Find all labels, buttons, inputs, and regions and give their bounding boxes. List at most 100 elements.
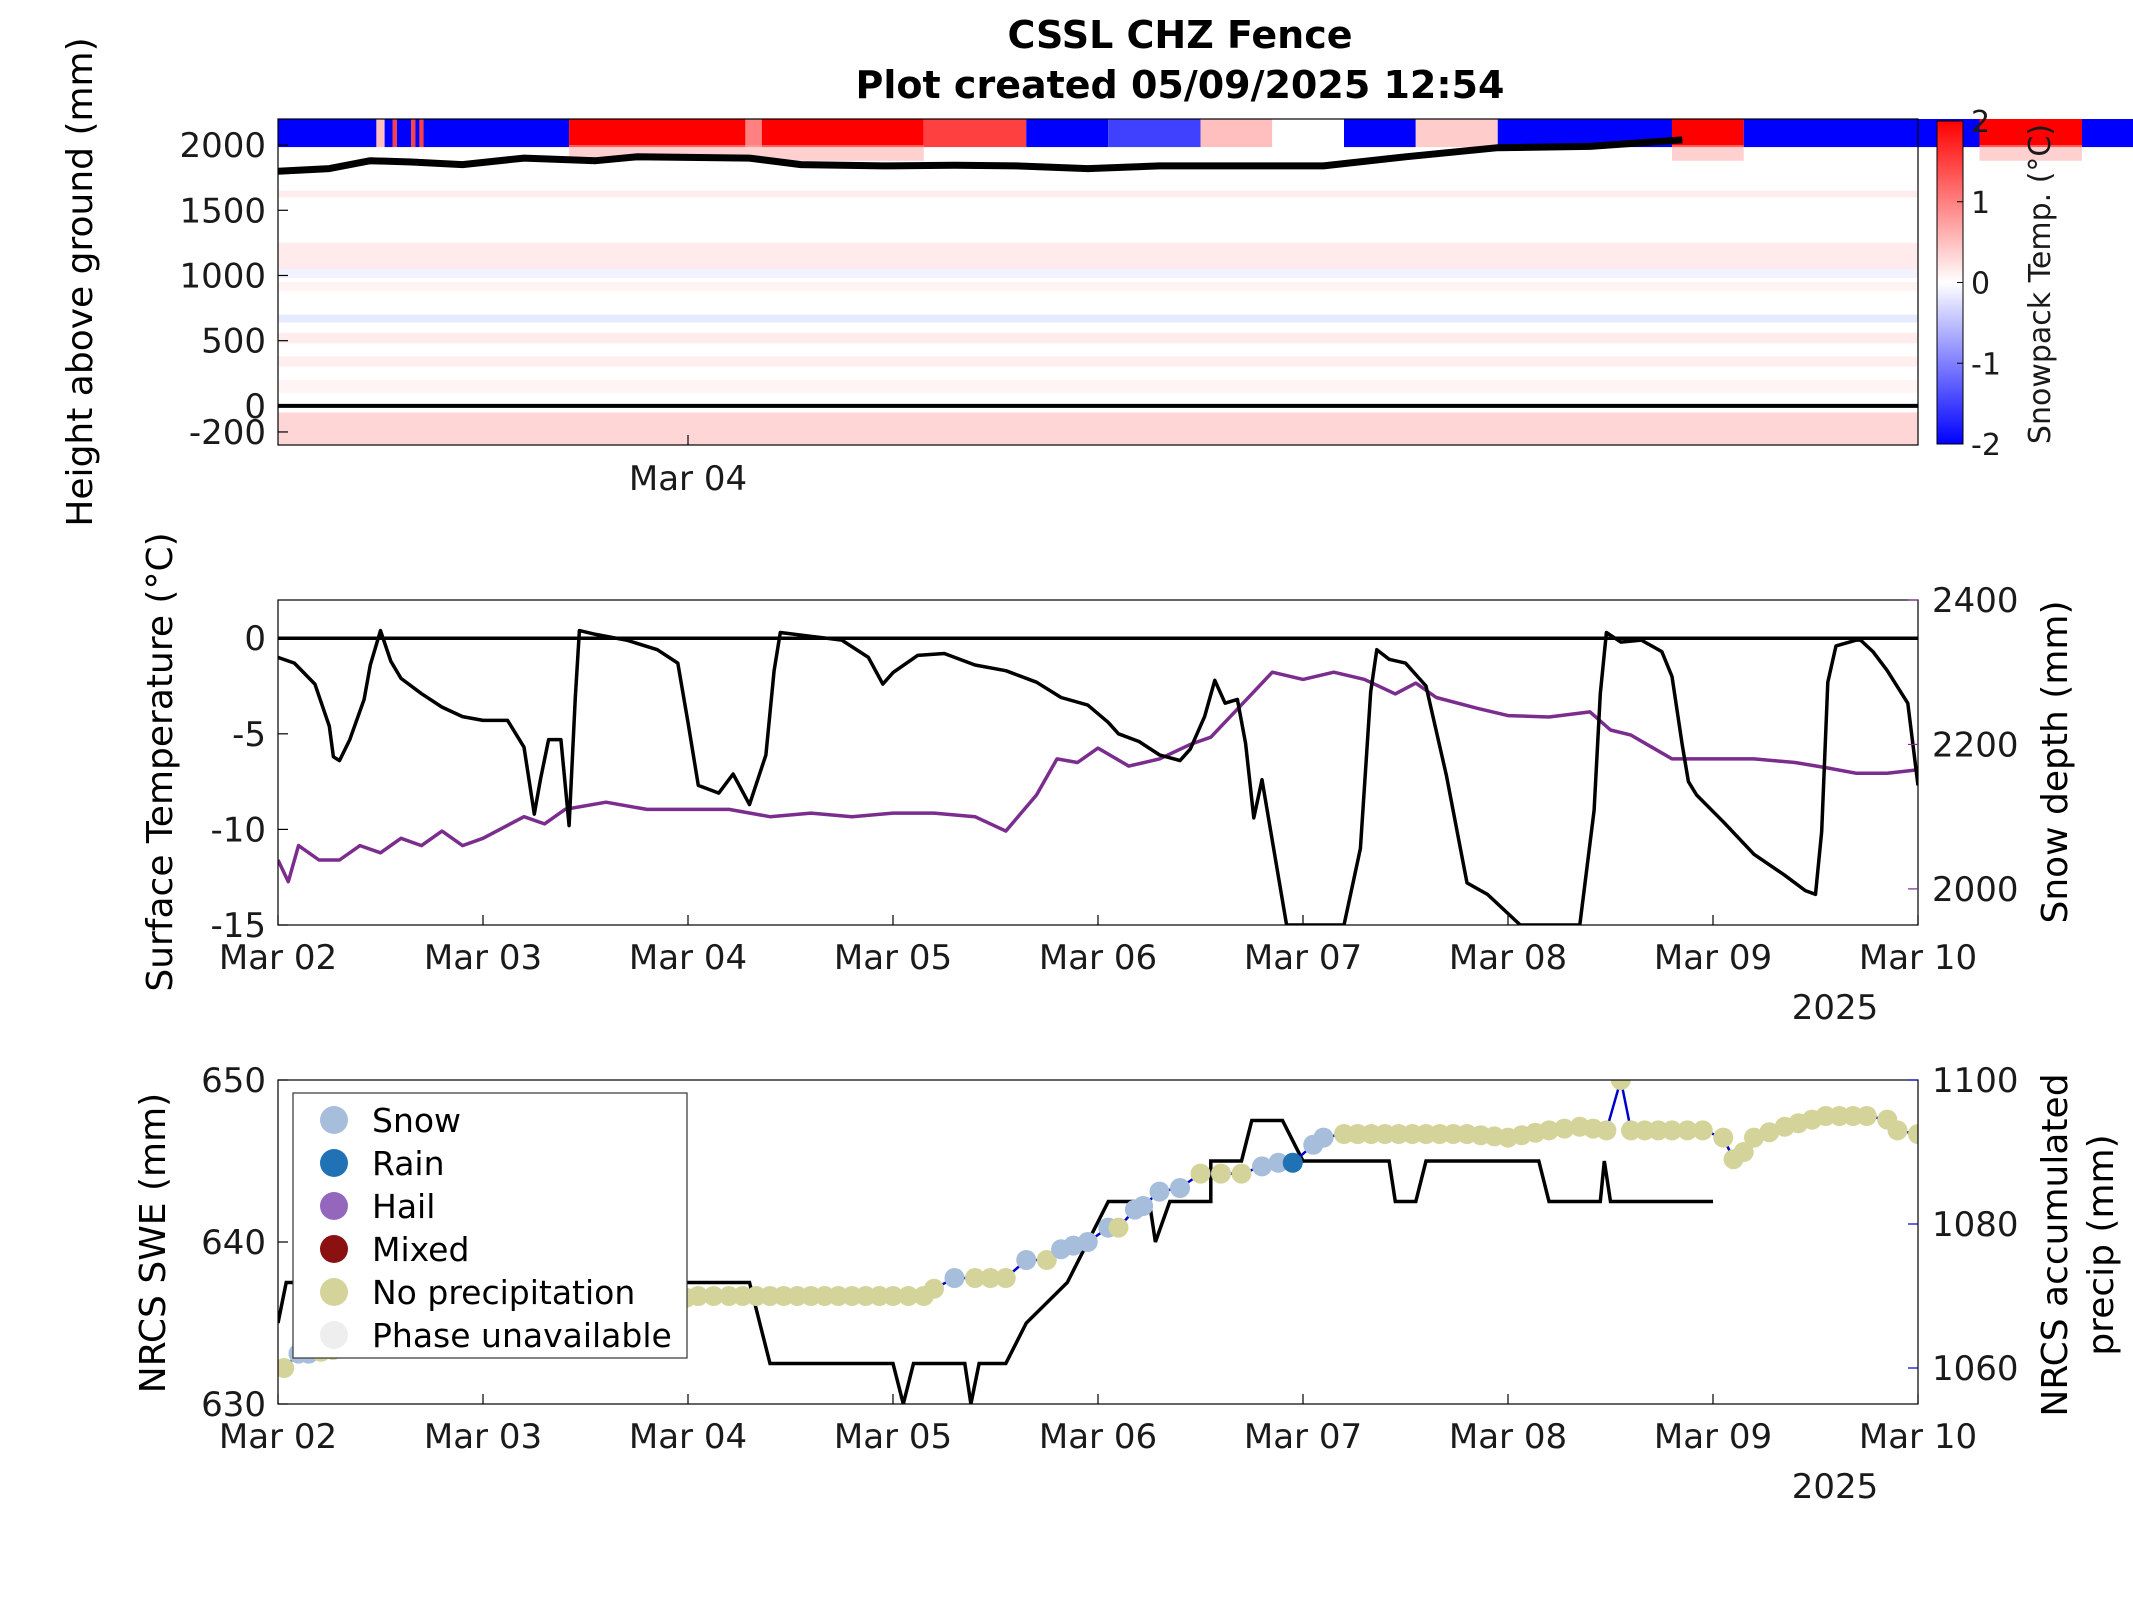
panel2-y2tick-label: 2200 <box>1932 725 2019 765</box>
heatmap-layer <box>278 282 1918 292</box>
heatmap-layer <box>278 268 1918 279</box>
precip-point <box>1252 1156 1272 1177</box>
heatmap-layer <box>278 412 1918 445</box>
legend-label: Rain <box>372 1144 445 1183</box>
precip-point <box>1692 1120 1713 1141</box>
precip-point <box>1313 1127 1334 1148</box>
panel2-ylabel: Surface Temperature (°C) <box>140 532 181 991</box>
precip-point <box>1744 1127 1764 1148</box>
swe-line <box>278 1118 1713 1404</box>
legend-label: Phase unavailable <box>372 1316 672 1355</box>
precip-point <box>719 1286 739 1306</box>
heatmap-top-band-cell <box>411 119 416 148</box>
precip-point <box>814 1286 835 1306</box>
precip-point <box>855 1286 876 1306</box>
legend-marker <box>320 1149 348 1177</box>
panel2-xtick-label: Mar 05 <box>834 938 952 978</box>
precip-point <box>1388 1124 1409 1144</box>
precip-point <box>703 1286 724 1306</box>
heatmap-layer <box>278 332 1918 344</box>
precip-point <box>1016 1250 1037 1270</box>
precip-point <box>746 1286 767 1306</box>
legend-marker <box>320 1106 348 1134</box>
legend-label: Snow <box>372 1101 461 1140</box>
precip-point <box>1361 1124 1382 1144</box>
temperature-depth-panel: 0 -5 -10 -15 2400 2200 2000 Mar 02 Mar 03 Mar 04 M… <box>140 532 2076 1028</box>
heatmap-top-band-cell <box>1108 119 1201 148</box>
precip-point <box>760 1286 780 1306</box>
precip-point <box>1610 1080 1631 1090</box>
heatmap-top-band-cell <box>2082 119 2133 148</box>
heatmap-layer <box>278 356 1918 367</box>
heatmap-top-band-cell <box>278 119 377 148</box>
panel2-xtick-label: Mar 10 <box>1859 938 1977 978</box>
heatmap-top-band-cell <box>392 119 397 148</box>
heatmap-top-band-cell <box>1200 119 1273 148</box>
panel2-ytick-label: -15 <box>210 906 266 946</box>
panel3-xtick-label: Mar 02 <box>219 1417 337 1457</box>
precip-point <box>1133 1196 1154 1216</box>
figure-title-line1: CSSL CHZ Fence <box>1007 13 1352 57</box>
colorbar-tick-label: -2 <box>1971 428 2001 463</box>
panel2-xtick-label: Mar 06 <box>1039 938 1157 978</box>
precip-point <box>787 1286 808 1306</box>
panel3-xtick-label: Mar 07 <box>1244 1417 1362 1457</box>
heatmap-frame <box>277 118 1919 446</box>
heatmap-top-band-cell <box>1672 119 1744 148</box>
heatmap-layer <box>278 242 1918 269</box>
precip-point <box>828 1286 849 1306</box>
heatmap-top-band-cell <box>1272 119 1344 148</box>
legend-box <box>292 1092 688 1359</box>
precip-point <box>1908 1124 1918 1144</box>
precip-point <box>1170 1178 1190 1198</box>
precip-point <box>773 1286 794 1306</box>
precip-point <box>1733 1142 1754 1162</box>
precip-point <box>1539 1120 1559 1141</box>
legend: Snow Rain Hail Mixed No precipitation Phase u… <box>292 1092 688 1359</box>
panel2-xtick-label: Mar 08 <box>1449 938 1567 978</box>
precip-point <box>1554 1118 1575 1139</box>
precip-point <box>1843 1106 1864 1126</box>
heatmap-ytick-label: 2000 <box>179 126 266 166</box>
panel3-xtick-label: Mar 05 <box>834 1417 952 1457</box>
precip-point <box>1634 1120 1655 1141</box>
heatmap-ytick-label: 0 <box>244 387 266 427</box>
surface-temperature-line <box>278 628 1918 925</box>
panel2-xtick-label: Mar 03 <box>424 938 542 978</box>
precip-point <box>1375 1124 1395 1144</box>
precip-point <box>1402 1124 1423 1144</box>
precip-point <box>1429 1124 1450 1144</box>
panel3-xtick-label: Mar 10 <box>1859 1417 1977 1457</box>
precip-point <box>1759 1122 1780 1143</box>
panel3-xtick-label: Mar 09 <box>1654 1417 1772 1457</box>
precip-point <box>732 1286 753 1306</box>
precip-point <box>688 1286 709 1306</box>
precip-point <box>1713 1127 1734 1148</box>
heatmap-layer <box>278 190 1918 198</box>
heatmap-top-band-cell <box>569 119 746 148</box>
heatmap-top-band-cell <box>419 119 424 148</box>
precip-point <box>1077 1232 1098 1252</box>
figure-title-line2: Plot created 05/09/2025 12:54 <box>856 63 1505 107</box>
heatmap-top-band-cell <box>376 119 385 148</box>
panel2-ytick-label: 0 <box>244 619 266 659</box>
panel3-ytick-label: 640 <box>201 1223 266 1263</box>
precip-point <box>1211 1163 1231 1184</box>
heatmap-layer <box>278 379 1918 393</box>
heatmap-ylabel: Height above ground (mm) <box>60 37 101 526</box>
precip-point <box>995 1268 1016 1288</box>
panel2-ytick-label: -10 <box>210 810 266 850</box>
colorbar-tick-label: 1 <box>1971 186 1990 221</box>
precip-point <box>1815 1106 1836 1126</box>
panel3-y2tick-label: 1060 <box>1932 1349 2019 1389</box>
precip-point <box>1677 1120 1698 1141</box>
heatmap-top-band-cell <box>923 119 1027 148</box>
snow-depth-line <box>278 670 1918 884</box>
panel2-year-label: 2025 <box>1792 988 1879 1028</box>
precip-point <box>1887 1120 1908 1141</box>
precip-point <box>965 1268 985 1288</box>
heatmap-top-band-cell <box>1979 119 2082 148</box>
precip-point <box>1282 1152 1303 1173</box>
legend-marker <box>320 1235 348 1263</box>
